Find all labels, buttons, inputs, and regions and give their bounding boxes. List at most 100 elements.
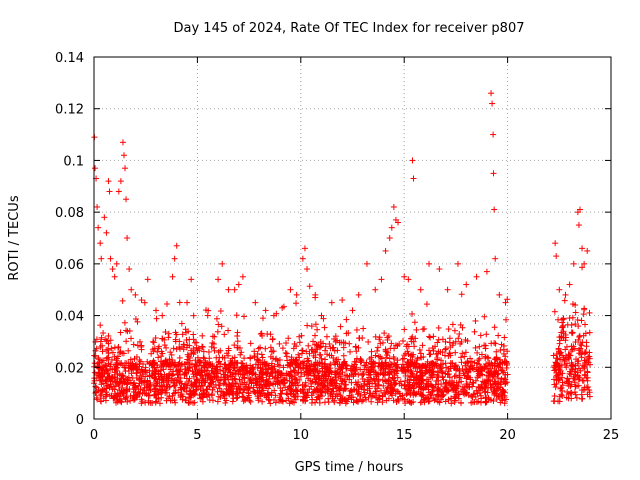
data-point: [123, 338, 130, 345]
data-point: [310, 338, 317, 345]
data-point: [108, 345, 115, 352]
data-point: [92, 383, 99, 390]
data-point: [445, 326, 452, 333]
data-point: [586, 329, 593, 336]
data-point: [472, 317, 479, 324]
data-point: [353, 348, 360, 355]
data-point: [504, 348, 511, 355]
data-point: [282, 349, 289, 356]
data-point: [190, 312, 197, 319]
y-axis-label: ROTI / TECUs: [7, 195, 22, 280]
data-point: [138, 346, 145, 353]
x-axis-label: GPS time / hours: [295, 460, 404, 475]
data-point: [442, 345, 449, 352]
data-point: [481, 313, 488, 320]
data-point: [435, 336, 442, 343]
data-point: [280, 364, 287, 371]
data-point: [584, 377, 591, 384]
data-point: [352, 344, 359, 351]
data-point: [347, 366, 354, 373]
data-point: [292, 396, 299, 403]
data-point: [225, 286, 232, 293]
data-point: [573, 394, 580, 401]
x-tick-label: 20: [499, 428, 516, 443]
data-point: [163, 344, 170, 351]
data-point: [217, 394, 224, 401]
data-point: [121, 319, 128, 326]
data-point: [446, 335, 453, 342]
data-point: [101, 214, 108, 221]
data-point: [550, 352, 557, 359]
data-point: [221, 331, 228, 338]
data-point: [443, 364, 450, 371]
data-point: [490, 170, 497, 177]
data-point: [572, 309, 579, 316]
data-point: [346, 340, 353, 347]
data-point: [99, 348, 106, 355]
data-point: [132, 291, 139, 298]
data-point: [386, 355, 393, 362]
data-point: [567, 390, 574, 397]
data-point: [463, 281, 470, 288]
data-point: [298, 350, 305, 357]
data-point: [128, 286, 135, 293]
data-point: [341, 358, 348, 365]
data-point: [209, 397, 216, 404]
grid: [94, 57, 611, 419]
x-tick-label: 10: [293, 428, 310, 443]
data-point: [412, 335, 419, 342]
data-point: [221, 371, 228, 378]
data-point: [233, 312, 240, 319]
data-point: [326, 340, 333, 347]
data-point: [354, 382, 361, 389]
data-point: [496, 291, 503, 298]
data-point: [138, 297, 145, 304]
data-point: [97, 322, 104, 329]
data-point: [568, 329, 575, 336]
data-point: [100, 357, 107, 364]
data-point: [262, 307, 269, 314]
data-point: [439, 349, 446, 356]
data-point: [581, 305, 588, 312]
data-point: [399, 356, 406, 363]
data-point: [131, 355, 138, 362]
data-point: [355, 371, 362, 378]
data-point: [563, 394, 570, 401]
data-point: [304, 266, 311, 273]
data-point: [176, 354, 183, 361]
data-point: [477, 332, 484, 339]
data-point: [401, 326, 408, 333]
data-point: [427, 334, 434, 341]
data-point: [419, 342, 426, 349]
data-point: [107, 255, 114, 262]
data-point: [472, 344, 479, 351]
data-point: [220, 380, 227, 387]
data-point: [225, 327, 232, 334]
data-point: [92, 165, 99, 172]
data-point: [113, 260, 120, 267]
data-point: [98, 255, 105, 262]
data-point: [325, 399, 332, 406]
data-point: [153, 307, 160, 314]
data-point: [365, 338, 372, 345]
data-point: [504, 296, 511, 303]
data-point: [436, 266, 443, 273]
data-point: [97, 344, 104, 351]
data-point: [360, 325, 367, 332]
data-point: [390, 397, 397, 404]
data-point: [123, 327, 130, 334]
data-point: [449, 377, 456, 384]
data-point: [162, 329, 169, 336]
data-point: [427, 351, 434, 358]
data-point: [106, 188, 113, 195]
data-point: [184, 299, 191, 306]
data-point: [239, 393, 246, 400]
data-point: [214, 328, 221, 335]
data-point: [95, 224, 102, 231]
data-point: [488, 340, 495, 347]
data-point: [159, 312, 166, 319]
data-point: [419, 326, 426, 333]
data-point: [170, 345, 177, 352]
data-point: [350, 399, 357, 406]
data-point: [93, 336, 100, 343]
